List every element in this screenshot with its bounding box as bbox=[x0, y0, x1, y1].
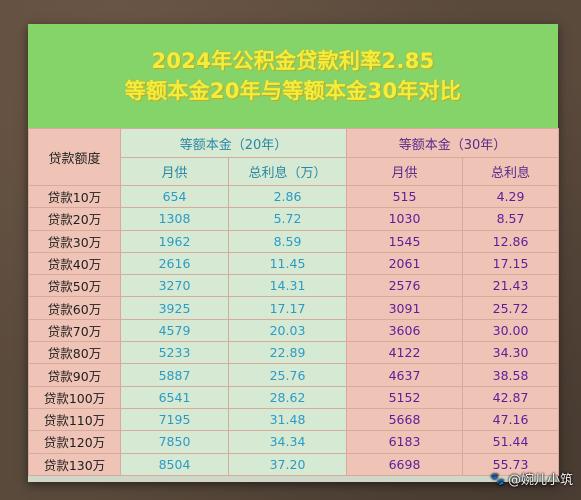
total-interest-20-cell: 25.76 bbox=[227, 363, 348, 387]
header-row-columns: 月供 总利息（万） 月供 总利息 bbox=[29, 157, 560, 186]
table-row: 贷款90万 5887 25.76 4637 38.58 bbox=[28, 363, 560, 387]
monthly-30-cell: 4122 bbox=[346, 341, 464, 365]
loan-amount-cell: 贷款10万 bbox=[28, 184, 121, 209]
table-row: 贷款50万 3270 14.31 2576 21.43 bbox=[28, 274, 560, 298]
group-30-year-header: 等额本金（30年） bbox=[346, 128, 560, 158]
monthly-20-cell: 4579 bbox=[120, 318, 229, 343]
total-interest-20-cell: 8.59 bbox=[227, 229, 348, 253]
loan-amount-cell: 贷款70万 bbox=[28, 318, 121, 343]
total-interest-20-cell: 34.34 bbox=[227, 430, 348, 454]
table-row: 贷款30万 1962 8.59 1545 12.86 bbox=[28, 229, 560, 253]
table-row: 贷款40万 2616 11.45 2061 17.15 bbox=[28, 251, 560, 276]
monthly-30-cell: 1030 bbox=[346, 207, 464, 231]
total-interest-20-header: 总利息（万） bbox=[227, 157, 348, 186]
total-interest-20-cell: 17.17 bbox=[227, 296, 348, 320]
monthly-30-header: 月供 bbox=[346, 157, 464, 186]
total-interest-20-cell: 37.20 bbox=[227, 452, 348, 476]
total-interest-30-cell: 17.15 bbox=[462, 251, 560, 276]
monthly-30-cell: 2061 bbox=[346, 251, 464, 276]
title-line-2: 等额本金20年与等额本金30年对比 bbox=[124, 79, 462, 103]
total-interest-20-cell: 22.89 bbox=[227, 341, 348, 365]
monthly-20-cell: 8504 bbox=[120, 452, 229, 476]
group-20-year-header: 等额本金（20年） bbox=[119, 128, 348, 158]
total-interest-30-header: 总利息 bbox=[462, 157, 560, 186]
monthly-30-cell: 515 bbox=[346, 184, 464, 209]
paw-icon: 🐾 bbox=[490, 471, 505, 486]
table-row: 贷款110万 7195 31.48 5668 47.16 bbox=[28, 407, 560, 432]
monthly-20-cell: 6541 bbox=[120, 385, 229, 409]
monthly-20-cell: 5233 bbox=[120, 341, 229, 365]
title-line-1: 2024年公积金贷款利率2.85 bbox=[151, 49, 435, 73]
table-row: 贷款10万 654 2.86 515 4.29 bbox=[28, 184, 560, 209]
loan-amount-cell: 贷款110万 bbox=[28, 407, 121, 432]
monthly-30-cell: 6698 bbox=[346, 452, 464, 476]
total-interest-20-cell: 11.45 bbox=[227, 251, 348, 276]
total-interest-30-cell: 47.16 bbox=[462, 407, 560, 432]
table-row: 贷款130万 8504 37.20 6698 55.73 bbox=[28, 452, 560, 476]
loan-comparison-board: 2024年公积金贷款利率2.85 等额本金20年与等额本金30年对比 贷款额度 … bbox=[28, 24, 560, 482]
total-interest-30-cell: 42.87 bbox=[462, 385, 560, 409]
monthly-30-cell: 6183 bbox=[346, 430, 464, 454]
total-interest-20-cell: 20.03 bbox=[227, 318, 348, 343]
watermark-text: @婉儿小筑 bbox=[507, 473, 573, 488]
monthly-30-cell: 2576 bbox=[346, 274, 464, 298]
monthly-20-header: 月供 bbox=[120, 157, 229, 186]
monthly-30-cell: 4637 bbox=[346, 363, 464, 387]
total-interest-30-cell: 55.73 bbox=[462, 452, 560, 476]
total-interest-30-cell: 25.72 bbox=[462, 296, 560, 320]
monthly-20-cell: 3270 bbox=[120, 274, 229, 298]
loan-amount-cell: 贷款80万 bbox=[28, 341, 121, 365]
table-row: 贷款60万 3925 17.17 3091 25.72 bbox=[28, 296, 560, 320]
total-interest-30-cell: 4.29 bbox=[462, 184, 560, 209]
monthly-20-cell: 1308 bbox=[120, 207, 229, 231]
total-interest-30-cell: 12.86 bbox=[462, 229, 560, 253]
header-row-groups: 贷款额度 等额本金（20年） 等额本金（30年） bbox=[28, 128, 560, 186]
monthly-20-cell: 7850 bbox=[120, 430, 229, 454]
total-interest-20-cell: 5.72 bbox=[227, 207, 348, 231]
table-row: 贷款100万 6541 28.62 5152 42.87 bbox=[28, 385, 560, 409]
loan-amount-cell: 贷款60万 bbox=[28, 296, 121, 320]
total-interest-20-cell: 2.86 bbox=[227, 184, 348, 209]
table-row: 贷款80万 5233 22.89 4122 34.30 bbox=[28, 341, 560, 365]
monthly-20-cell: 1962 bbox=[120, 229, 229, 253]
loan-amount-cell: 贷款100万 bbox=[28, 385, 121, 409]
monthly-30-cell: 5152 bbox=[346, 385, 464, 409]
monthly-20-cell: 7195 bbox=[120, 407, 229, 432]
total-interest-20-cell: 28.62 bbox=[227, 385, 348, 409]
total-interest-20-cell: 14.31 bbox=[227, 274, 348, 298]
total-interest-30-cell: 38.58 bbox=[462, 363, 560, 387]
table-row: 贷款20万 1308 5.72 1030 8.57 bbox=[28, 207, 560, 231]
monthly-30-cell: 5668 bbox=[346, 407, 464, 432]
loan-amount-cell: 贷款120万 bbox=[28, 430, 121, 454]
monthly-20-cell: 2616 bbox=[120, 251, 229, 276]
monthly-30-cell: 1545 bbox=[346, 229, 464, 253]
loan-amount-cell: 贷款50万 bbox=[28, 274, 121, 298]
loan-amount-cell: 贷款40万 bbox=[28, 251, 121, 276]
monthly-30-cell: 3606 bbox=[346, 318, 464, 343]
monthly-20-cell: 654 bbox=[120, 184, 229, 209]
loan-amount-cell: 贷款90万 bbox=[28, 363, 121, 387]
monthly-30-cell: 3091 bbox=[346, 296, 464, 320]
title-banner: 2024年公积金贷款利率2.85 等额本金20年与等额本金30年对比 bbox=[28, 24, 558, 128]
total-interest-30-cell: 30.00 bbox=[462, 318, 560, 343]
loan-amount-header: 贷款额度 bbox=[28, 128, 121, 186]
loan-amount-cell: 贷款20万 bbox=[28, 207, 121, 231]
total-interest-20-cell: 31.48 bbox=[227, 407, 348, 432]
total-interest-30-cell: 51.44 bbox=[462, 430, 560, 454]
total-interest-30-cell: 8.57 bbox=[462, 207, 560, 231]
table-row: 贷款120万 7850 34.34 6183 51.44 bbox=[28, 430, 560, 454]
monthly-20-cell: 3925 bbox=[120, 296, 229, 320]
total-interest-30-cell: 34.30 bbox=[462, 341, 560, 365]
comparison-table: 贷款额度 等额本金（20年） 等额本金（30年） 月供 总利息（万） 月供 总利… bbox=[28, 128, 560, 476]
total-interest-30-cell: 21.43 bbox=[462, 274, 560, 298]
watermark: 🐾 @婉儿小筑 bbox=[490, 469, 573, 489]
loan-amount-cell: 贷款130万 bbox=[28, 452, 121, 476]
table-row: 贷款70万 4579 20.03 3606 30.00 bbox=[28, 318, 560, 343]
monthly-20-cell: 5887 bbox=[120, 363, 229, 387]
loan-amount-cell: 贷款30万 bbox=[28, 229, 121, 253]
